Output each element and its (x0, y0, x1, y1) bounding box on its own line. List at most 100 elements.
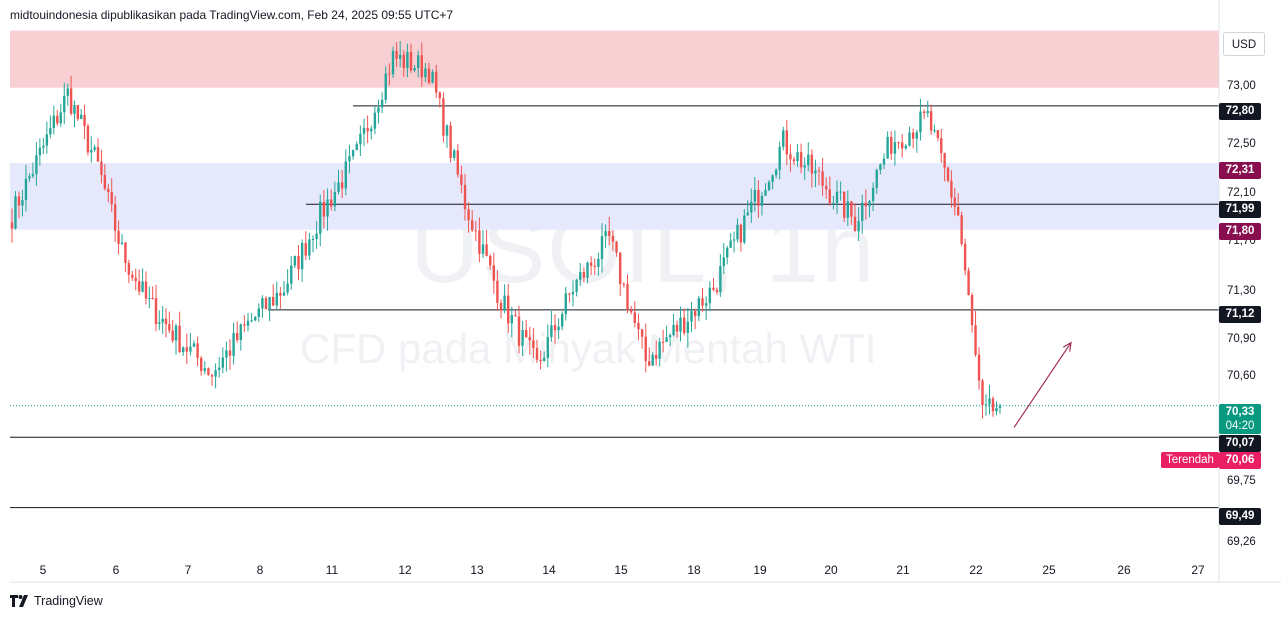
candle-body (467, 209, 470, 221)
candle-body (977, 354, 981, 381)
candle-body (908, 132, 911, 146)
candle-body (807, 154, 810, 166)
candle-body (192, 343, 196, 347)
candle-body (207, 368, 210, 376)
candle-body (507, 295, 510, 324)
candle-body (380, 99, 384, 108)
candle-body (384, 73, 387, 100)
candle-body (546, 337, 549, 358)
candle-body (792, 159, 796, 162)
candle-body (953, 197, 956, 207)
low-price-tag: 70,06 (1219, 452, 1261, 469)
candle-body (901, 142, 904, 149)
candle-body (729, 240, 732, 248)
candle-body (789, 154, 792, 160)
candle-body (456, 150, 459, 175)
candle-body (640, 329, 644, 337)
level-tag-71-99: 71,99 (1219, 201, 1261, 218)
candle-body (619, 252, 622, 284)
candle-body (828, 189, 831, 204)
candle-body (424, 68, 427, 78)
candle-body (17, 196, 21, 206)
candle-body (239, 324, 242, 341)
candle-body (148, 298, 151, 300)
candle-body (956, 206, 960, 216)
price-axis-label: 69,26 (1227, 536, 1256, 548)
candle-body (127, 262, 131, 275)
level-tag-71-80: 71,80 (1219, 223, 1261, 240)
date-axis-label: 8 (256, 563, 264, 577)
candle-body (503, 295, 506, 311)
candle-body (589, 262, 593, 266)
candle-body (861, 202, 864, 222)
candle-body (113, 204, 117, 231)
date-axis-label: 26 (1117, 563, 1131, 577)
candle-body (154, 298, 158, 325)
candle-body (300, 243, 304, 270)
candle-body (704, 303, 708, 306)
candle-body (86, 126, 90, 153)
candle-body (963, 243, 967, 271)
candle-body (137, 281, 141, 292)
candle-body (771, 175, 774, 182)
level-tag-70-07: 70,07 (1219, 435, 1261, 452)
low-label-badge: Terendah (1161, 452, 1219, 468)
candle-body (171, 330, 174, 341)
candle-body (943, 153, 946, 168)
candle-body (629, 309, 633, 313)
candle-body (532, 340, 535, 349)
candle-body (362, 128, 366, 134)
candle-body (814, 170, 817, 174)
date-axis-label: 25 (1042, 563, 1056, 577)
candle-body (221, 357, 224, 368)
candle-body (757, 189, 760, 206)
price-axis-label: 70,60 (1227, 370, 1256, 382)
price-axis-label: 73,00 (1227, 80, 1256, 92)
currency-selector[interactable]: USD (1223, 32, 1265, 56)
candle-body (651, 354, 654, 366)
trend-arrow-line (1013, 342, 1072, 428)
candle-body (63, 95, 66, 113)
candle-body (726, 247, 729, 258)
candle-body (722, 257, 725, 267)
level-tag-69-49: 69,49 (1219, 508, 1261, 525)
candle-body (579, 271, 582, 280)
level-tag-72-31: 72,31 (1219, 162, 1261, 179)
candle-body (604, 231, 607, 237)
candle-body (839, 191, 842, 193)
date-axis-label: 15 (614, 563, 628, 577)
candle-body (478, 230, 481, 254)
candle-body (272, 296, 275, 306)
candle-body (330, 199, 333, 207)
candle-body (261, 298, 264, 309)
price-axis-label: 71,30 (1227, 285, 1256, 297)
candle-body (857, 221, 860, 232)
candle-body (774, 169, 778, 176)
trend-arrow-head (1062, 341, 1072, 352)
candle-body (817, 170, 821, 172)
candle-body (56, 115, 59, 124)
candle-body (785, 130, 789, 155)
candle-body (586, 262, 589, 278)
current-price-tag: 70,33 04:20 (1219, 404, 1261, 434)
candle-body (936, 130, 940, 139)
candle-body (886, 137, 889, 159)
candle-body (120, 242, 124, 244)
tradingview-logo[interactable]: TradingView (10, 594, 103, 608)
candle-body (481, 244, 485, 254)
candle-body (528, 337, 531, 341)
candle-body (708, 287, 712, 304)
candle-body (395, 50, 398, 59)
candle-body (492, 265, 495, 281)
current-price-value: 70,33 (1225, 406, 1255, 418)
candle-body (351, 150, 355, 157)
candle-body (764, 189, 767, 196)
candle-body (499, 302, 503, 311)
candle-body (701, 298, 704, 306)
candle-body (427, 68, 431, 83)
candle-body (76, 105, 80, 119)
candle-body (409, 51, 413, 71)
candle-body (236, 332, 239, 341)
candle-body (690, 311, 693, 322)
